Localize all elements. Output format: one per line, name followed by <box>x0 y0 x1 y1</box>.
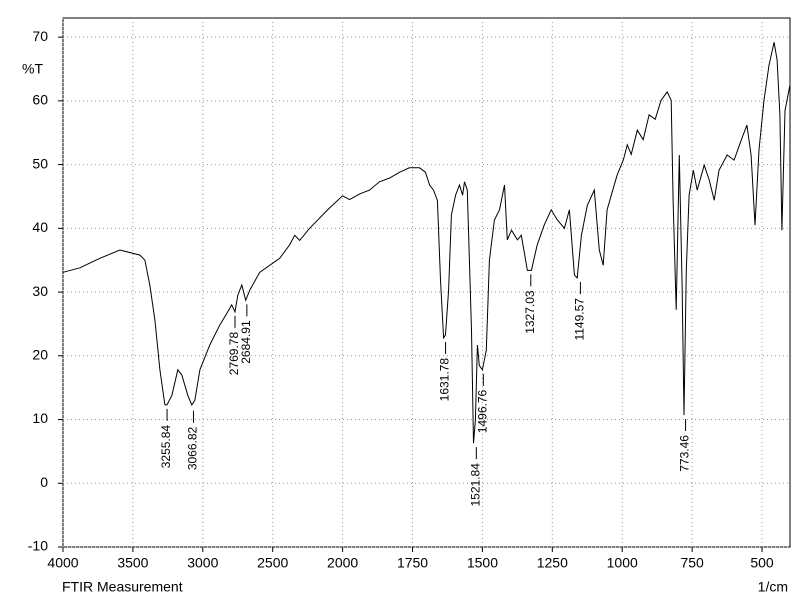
x-tick-label: 1500 <box>467 555 498 571</box>
y-tick-label: 0 <box>40 474 48 490</box>
peak-label: 1496.76 <box>476 390 490 434</box>
y-tick-label: 20 <box>32 346 48 362</box>
peak-label: 1521.84 <box>468 463 482 507</box>
y-tick-label: -10 <box>28 538 48 554</box>
x-tick-label: 2500 <box>257 555 288 571</box>
peak-label: 3255.84 <box>159 425 173 469</box>
y-tick-label: 10 <box>32 410 48 426</box>
y-tick-label: 40 <box>32 219 48 235</box>
x-axis-label: 1/cm <box>758 579 788 595</box>
x-tick-label: 3500 <box>117 555 148 571</box>
peak-label: 1631.78 <box>438 358 452 402</box>
y-tick-label: 60 <box>32 92 48 108</box>
x-tick-label: 3000 <box>187 555 218 571</box>
peak-label: 1327.03 <box>523 290 537 334</box>
x-tick-label: 1750 <box>397 555 428 571</box>
y-tick-label: 50 <box>32 155 48 171</box>
x-tick-label: 4000 <box>47 555 78 571</box>
y-tick-label: 30 <box>32 283 48 299</box>
x-tick-label: 2000 <box>327 555 358 571</box>
peak-label: 2684.91 <box>239 320 253 364</box>
peak-label: 1149.57 <box>573 298 587 341</box>
x-tick-label: 1000 <box>607 555 638 571</box>
y-axis-label: %T <box>22 61 43 77</box>
chart-title: FTIR Measurement <box>62 579 183 595</box>
peak-label: 2769.78 <box>227 332 241 376</box>
peak-label: 773.46 <box>678 435 692 472</box>
x-tick-label: 500 <box>750 555 774 571</box>
peak-label: 3066.82 <box>186 426 200 470</box>
y-tick-label: 70 <box>32 28 48 44</box>
spectrum-line <box>62 42 791 444</box>
x-tick-label: 1250 <box>537 555 568 571</box>
x-tick-label: 750 <box>680 555 704 571</box>
